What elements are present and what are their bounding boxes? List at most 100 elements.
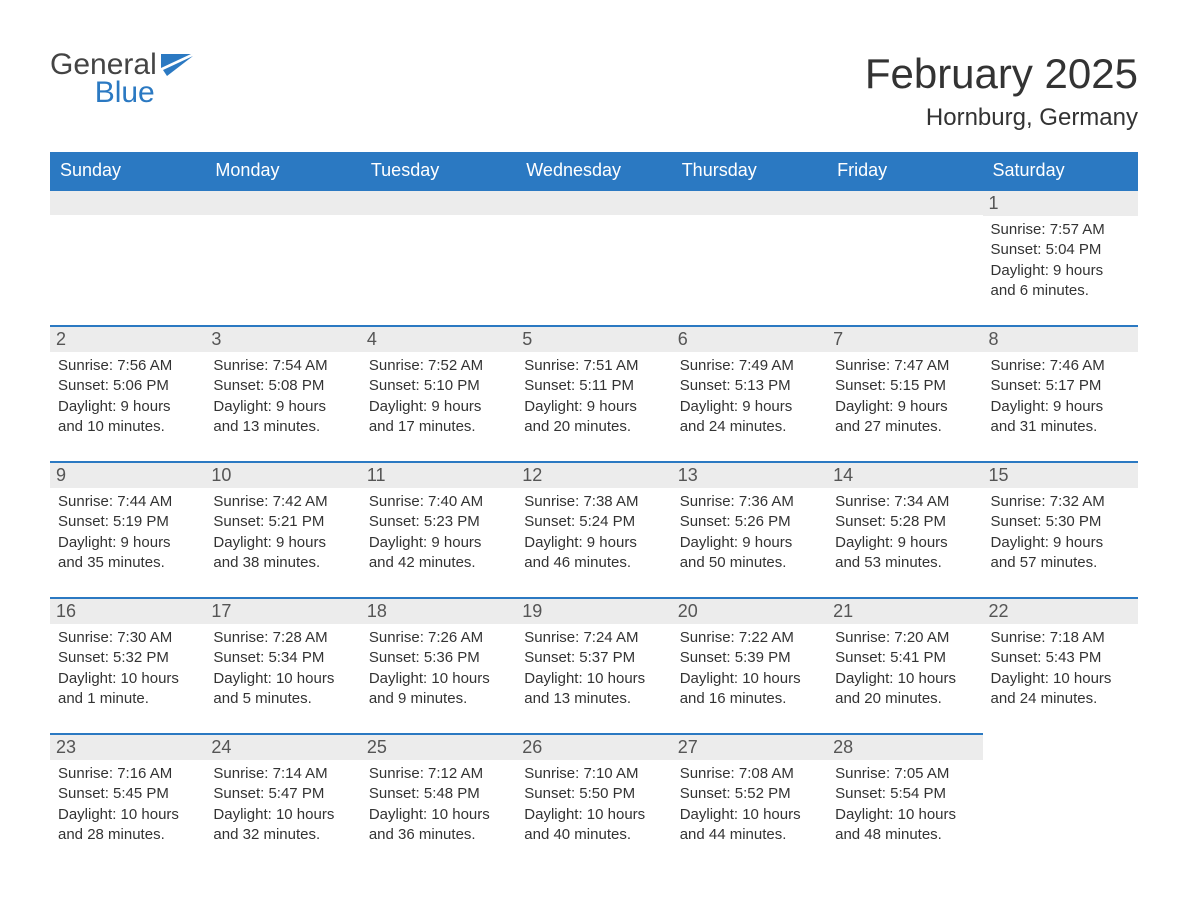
weekday-header: Monday — [205, 152, 360, 189]
day-info: Sunrise: 7:32 AMSunset: 5:30 PMDaylight:… — [991, 492, 1130, 573]
day-cell — [827, 189, 982, 325]
day-cell: 16Sunrise: 7:30 AMSunset: 5:32 PMDayligh… — [50, 597, 205, 733]
daylight-line: Daylight: 9 hours and 31 minutes. — [991, 397, 1130, 438]
day-number: 16 — [56, 601, 76, 621]
day-cell: 1Sunrise: 7:57 AMSunset: 5:04 PMDaylight… — [983, 189, 1138, 325]
day-number: 23 — [56, 737, 76, 757]
daynum-bar: 1 — [983, 189, 1138, 216]
sunrise-line: Sunrise: 7:57 AM — [991, 220, 1130, 240]
sunrise-line: Sunrise: 7:30 AM — [58, 628, 197, 648]
daynum-bar: 23 — [50, 733, 205, 760]
brand-text: General Blue — [50, 50, 157, 108]
sunrise-line: Sunrise: 7:32 AM — [991, 492, 1130, 512]
daylight-line: Daylight: 9 hours and 50 minutes. — [680, 533, 819, 574]
daynum-bar: 3 — [205, 325, 360, 352]
sunrise-line: Sunrise: 7:18 AM — [991, 628, 1130, 648]
daynum-bar: 20 — [672, 597, 827, 624]
sunrise-line: Sunrise: 7:05 AM — [835, 764, 974, 784]
week-row: 16Sunrise: 7:30 AMSunset: 5:32 PMDayligh… — [50, 597, 1138, 733]
day-cell: 23 Sunrise: 7:16 AMSunset: 5:45 PMDayligh… — [50, 733, 205, 869]
daylight-line: Daylight: 9 hours and 20 minutes. — [524, 397, 663, 438]
sunset-line: Sunset: 5:41 PM — [835, 648, 974, 668]
sunset-line: Sunset: 5:45 PM — [58, 784, 197, 804]
day-info: Sunrise: 7:05 AMSunset: 5:54 PMDaylight:… — [835, 764, 974, 845]
day-info: Sunrise: 7:56 AMSunset: 5:06 PMDaylight:… — [58, 356, 197, 437]
title-block: February 2025 Hornburg, Germany — [865, 50, 1138, 132]
day-info: Sunrise: 7:49 AMSunset: 5:13 PMDaylight:… — [680, 356, 819, 437]
daylight-line: Daylight: 10 hours and 5 minutes. — [213, 669, 352, 710]
brand-logo: General Blue — [50, 50, 199, 108]
daynum-bar: 18 — [361, 597, 516, 624]
day-number: 7 — [833, 329, 843, 349]
weekday-header: Saturday — [983, 152, 1138, 189]
day-number: 4 — [367, 329, 377, 349]
day-number: 8 — [989, 329, 999, 349]
sunrise-line: Sunrise: 7:42 AM — [213, 492, 352, 512]
weekday-header: Tuesday — [361, 152, 516, 189]
day-number: 5 — [522, 329, 532, 349]
daynum-bar: 9 — [50, 461, 205, 488]
day-info: Sunrise: 7:18 AMSunset: 5:43 PMDaylight:… — [991, 628, 1130, 709]
daynum-bar: 5 — [516, 325, 671, 352]
daylight-line: Daylight: 10 hours and 13 minutes. — [524, 669, 663, 710]
day-number: 27 — [678, 737, 698, 757]
sunset-line: Sunset: 5:21 PM — [213, 512, 352, 532]
daylight-line: Daylight: 9 hours and 35 minutes. — [58, 533, 197, 574]
sunset-line: Sunset: 5:15 PM — [835, 376, 974, 396]
day-info: Sunrise: 7:38 AMSunset: 5:24 PMDaylight:… — [524, 492, 663, 573]
daylight-line: Daylight: 9 hours and 42 minutes. — [369, 533, 508, 574]
flag-icon — [161, 54, 199, 85]
daylight-line: Daylight: 9 hours and 53 minutes. — [835, 533, 974, 574]
day-number: 21 — [833, 601, 853, 621]
weekday-header: Friday — [827, 152, 982, 189]
day-info: Sunrise: 7:14 AMSunset: 5:47 PMDaylight:… — [213, 764, 352, 845]
week-row: 23 Sunrise: 7:16 AMSunset: 5:45 PMDayligh… — [50, 733, 1138, 869]
day-number: 13 — [678, 465, 698, 485]
sunrise-line: Sunrise: 7:22 AM — [680, 628, 819, 648]
sunset-line: Sunset: 5:39 PM — [680, 648, 819, 668]
empty-daynum-bar — [50, 189, 205, 215]
day-info: Sunrise: 7:36 AMSunset: 5:26 PMDaylight:… — [680, 492, 819, 573]
day-number: 18 — [367, 601, 387, 621]
calendar-page: General Blue February 2025 Hornburg, Ger… — [0, 0, 1188, 909]
sunset-line: Sunset: 5:47 PM — [213, 784, 352, 804]
sunrise-line: Sunrise: 7:08 AM — [680, 764, 819, 784]
daylight-line: Daylight: 10 hours and 20 minutes. — [835, 669, 974, 710]
day-number: 28 — [833, 737, 853, 757]
daylight-line: Daylight: 10 hours and 1 minute. — [58, 669, 197, 710]
weekday-header-row: SundayMondayTuesdayWednesdayThursdayFrid… — [50, 152, 1138, 189]
day-info: Sunrise: 7:46 AMSunset: 5:17 PMDaylight:… — [991, 356, 1130, 437]
sunset-line: Sunset: 5:54 PM — [835, 784, 974, 804]
daynum-bar: 10 — [205, 461, 360, 488]
day-info: Sunrise: 7:16 AMSunset: 5:45 PMDaylight:… — [58, 764, 197, 845]
sunrise-line: Sunrise: 7:49 AM — [680, 356, 819, 376]
daylight-line: Daylight: 9 hours and 38 minutes. — [213, 533, 352, 574]
sunset-line: Sunset: 5:23 PM — [369, 512, 508, 532]
sunset-line: Sunset: 5:37 PM — [524, 648, 663, 668]
sunrise-line: Sunrise: 7:34 AM — [835, 492, 974, 512]
daylight-line: Daylight: 10 hours and 48 minutes. — [835, 805, 974, 846]
day-info: Sunrise: 7:42 AMSunset: 5:21 PMDaylight:… — [213, 492, 352, 573]
daylight-line: Daylight: 9 hours and 57 minutes. — [991, 533, 1130, 574]
daylight-line: Daylight: 10 hours and 16 minutes. — [680, 669, 819, 710]
day-cell: 5 Sunrise: 7:51 AMSunset: 5:11 PMDaylight… — [516, 325, 671, 461]
day-cell: 6 Sunrise: 7:49 AMSunset: 5:13 PMDaylight… — [672, 325, 827, 461]
day-info: Sunrise: 7:28 AMSunset: 5:34 PMDaylight:… — [213, 628, 352, 709]
day-cell: 7Sunrise: 7:47 AMSunset: 5:15 PMDaylight… — [827, 325, 982, 461]
sunrise-line: Sunrise: 7:51 AM — [524, 356, 663, 376]
sunrise-line: Sunrise: 7:44 AM — [58, 492, 197, 512]
sunrise-line: Sunrise: 7:14 AM — [213, 764, 352, 784]
sunrise-line: Sunrise: 7:47 AM — [835, 356, 974, 376]
daynum-bar: 15 — [983, 461, 1138, 488]
sunset-line: Sunset: 5:30 PM — [991, 512, 1130, 532]
day-number: 9 — [56, 465, 66, 485]
sunrise-line: Sunrise: 7:12 AM — [369, 764, 508, 784]
day-number: 17 — [211, 601, 231, 621]
daylight-line: Daylight: 10 hours and 44 minutes. — [680, 805, 819, 846]
day-info: Sunrise: 7:54 AMSunset: 5:08 PMDaylight:… — [213, 356, 352, 437]
day-cell: 14Sunrise: 7:34 AMSunset: 5:28 PMDayligh… — [827, 461, 982, 597]
day-number: 6 — [678, 329, 688, 349]
sunset-line: Sunset: 5:11 PM — [524, 376, 663, 396]
day-number: 20 — [678, 601, 698, 621]
day-cell: 17 Sunrise: 7:28 AMSunset: 5:34 PMDayligh… — [205, 597, 360, 733]
